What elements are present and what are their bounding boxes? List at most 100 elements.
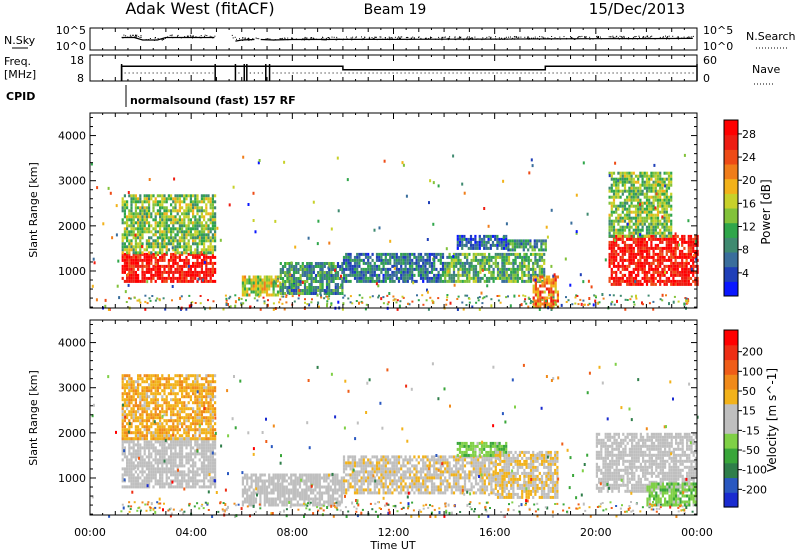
heatmap-cell <box>286 271 289 274</box>
scatter-cell <box>683 302 686 306</box>
heatmap-cell <box>659 240 662 244</box>
scatter-cell <box>502 179 505 183</box>
heatmap-cell <box>178 455 181 459</box>
heatmap-cell <box>128 230 131 234</box>
heatmap-cell <box>626 180 629 184</box>
heatmap-cell <box>670 255 673 259</box>
heatmap-cell <box>181 224 184 228</box>
heatmap-cell <box>615 231 618 235</box>
heatmap-cell <box>461 261 464 265</box>
heatmap-cell <box>689 234 693 238</box>
heatmap-cell <box>132 248 135 252</box>
heatmap-cell <box>424 276 427 280</box>
heatmap-cell <box>150 251 153 255</box>
heatmap-cell <box>665 186 668 190</box>
heatmap-cell <box>656 264 660 268</box>
scatter-cell <box>104 298 107 302</box>
heatmap-cell <box>121 197 124 201</box>
heatmap-cell <box>512 261 515 265</box>
heatmap-cell <box>203 194 206 198</box>
heatmap-cell <box>341 283 344 286</box>
heatmap-cell <box>209 239 212 243</box>
heatmap-cell <box>541 284 544 288</box>
heatmap-cell <box>654 180 657 184</box>
nsearch-point <box>534 38 536 40</box>
heatmap-cell <box>196 218 199 222</box>
heatmap-cell <box>621 180 624 184</box>
heatmap-cell <box>652 195 655 199</box>
heatmap-cell <box>654 183 657 187</box>
heatmap-cell <box>183 258 186 262</box>
heatmap-cell <box>295 280 298 283</box>
heatmap-cell <box>170 482 173 486</box>
heatmap-cell <box>330 268 333 271</box>
heatmap-cell <box>419 264 423 268</box>
heatmap-cell <box>371 258 374 262</box>
nsearch-point <box>186 35 188 37</box>
scatter-cell <box>552 274 555 278</box>
heatmap-cell <box>139 251 142 255</box>
ground-scatter-cell <box>483 296 486 299</box>
heatmap-cell <box>681 258 684 262</box>
heatmap-cell <box>185 273 188 277</box>
heatmap-cell <box>641 204 644 208</box>
heatmap-cell <box>619 189 622 193</box>
heatmap-cell <box>167 470 170 474</box>
heatmap-cell <box>328 262 331 265</box>
heatmap-cell <box>139 194 142 198</box>
heatmap-cell <box>540 264 544 268</box>
heatmap-cell <box>187 218 190 222</box>
heatmap-cell <box>172 279 175 283</box>
heatmap-cell <box>198 215 201 219</box>
scatter-cell <box>687 219 690 223</box>
heatmap-cell <box>518 242 521 246</box>
heatmap-cell <box>612 231 616 235</box>
ground-scatter-cell <box>529 302 532 305</box>
heatmap-cell <box>172 242 175 246</box>
heatmap-cell <box>126 224 129 228</box>
heatmap-cell <box>645 216 649 220</box>
ground-scatter-cell <box>533 299 536 302</box>
heatmap-cell <box>678 249 682 253</box>
heatmap-cell <box>534 290 537 294</box>
nsearch-point <box>647 35 649 37</box>
heatmap-cell <box>148 230 151 234</box>
heatmap-cell <box>342 261 346 265</box>
heatmap-cell <box>303 289 307 292</box>
heatmap-cell <box>121 449 124 453</box>
nsearch-point <box>513 36 515 38</box>
heatmap-cell <box>339 292 342 295</box>
heatmap-cell <box>181 455 184 459</box>
heatmap-cell <box>382 279 385 283</box>
heatmap-cell <box>303 280 307 283</box>
nsearch-point <box>331 36 333 38</box>
heatmap-cell <box>630 249 633 253</box>
heatmap-cell <box>512 264 515 268</box>
heatmap-cell <box>150 446 153 450</box>
heatmap-cell <box>544 245 547 249</box>
heatmap-cell <box>196 251 199 255</box>
heatmap-cell <box>183 455 186 459</box>
heatmap-cell <box>347 267 350 271</box>
heatmap-cell <box>648 261 651 265</box>
heatmap-cell <box>489 243 492 247</box>
heatmap-cell <box>696 240 699 244</box>
heatmap-cell <box>479 276 482 280</box>
heatmap-cell <box>617 171 620 175</box>
heatmap-cell <box>194 194 197 198</box>
heatmap-cell <box>472 246 475 250</box>
heatmap-cell <box>459 267 462 271</box>
nsearch-point <box>338 38 340 40</box>
heatmap-cell <box>683 279 686 283</box>
heatmap-cell <box>152 218 155 222</box>
heatmap-cell <box>141 200 144 204</box>
heatmap-cell <box>628 276 631 280</box>
heatmap-cell <box>139 458 142 462</box>
heatmap-cell <box>254 293 258 297</box>
heatmap-cell <box>687 255 690 259</box>
heatmap-cell <box>165 206 168 210</box>
heatmap-cell <box>154 446 157 450</box>
heatmap-cell <box>159 233 162 237</box>
heatmap-cell <box>163 218 166 222</box>
heatmap-cell <box>435 273 438 277</box>
